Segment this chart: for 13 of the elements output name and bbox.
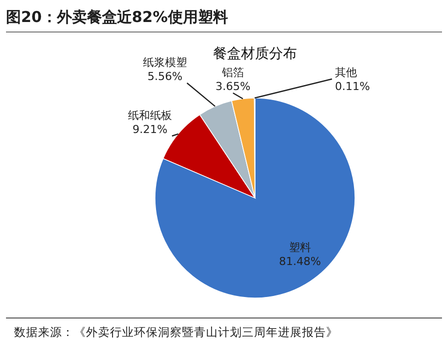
slice-label: 纸和纸板	[128, 109, 172, 122]
slice-label: 塑料	[289, 241, 311, 254]
slice-label: 铝箔	[221, 66, 244, 79]
slice-label: 纸浆模塑	[143, 56, 187, 69]
slice-label: 其他	[335, 66, 357, 79]
chart-subtitle: 餐盒材质分布	[213, 46, 297, 62]
data-label: 3.65%	[216, 80, 250, 93]
source-note: 数据来源：《外卖行业环保洞察暨青山计划三周年进展报告》	[14, 325, 338, 339]
data-label: 9.21%	[132, 123, 168, 136]
chart-title: 图20：外卖餐盒近82%使用塑料	[6, 8, 228, 26]
data-label: 5.56%	[148, 70, 182, 83]
data-label: 0.11%	[335, 80, 370, 93]
data-label: 81.48%	[279, 255, 321, 268]
